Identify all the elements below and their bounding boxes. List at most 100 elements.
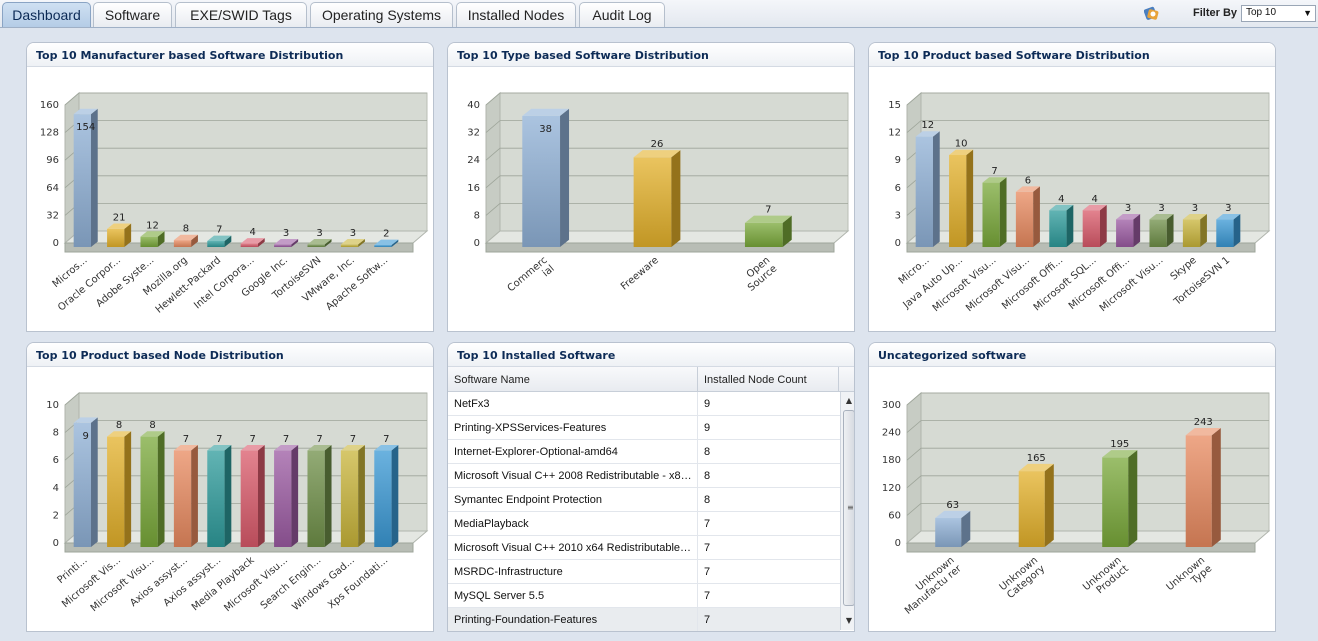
bar-top [1018, 463, 1054, 472]
cell-divider [697, 416, 698, 440]
x-tick-label: UnknownCategory [998, 555, 1048, 602]
table-row[interactable]: NetFx3 9 [448, 392, 840, 416]
tab-dashboard[interactable]: Dashboard [2, 2, 91, 27]
bar [744, 215, 792, 247]
bar-side [1133, 214, 1141, 247]
table-row[interactable]: Symantec Endpoint Protection 8 [448, 488, 840, 512]
bar-front [73, 114, 91, 247]
data-label: 38 [539, 124, 552, 135]
bar-top [374, 445, 399, 451]
bar-front [173, 450, 192, 547]
tab-software[interactable]: Software [93, 2, 172, 27]
bar-top [207, 445, 232, 451]
bar-side [671, 150, 681, 247]
bar-side [224, 445, 232, 547]
software-name-cell: Symantec Endpoint Protection [454, 494, 602, 506]
data-label: 165 [1027, 453, 1046, 464]
bar-top [173, 445, 198, 451]
bar-front [935, 518, 962, 547]
x-tick-label: Windows Gad... [290, 555, 356, 613]
installed-software-table: Software Name Installed Node Count NetFx… [448, 367, 854, 631]
table-row[interactable]: Internet-Explorer-Optional-amd64 8 [448, 440, 840, 464]
table-row[interactable]: MediaPlayback 7 [448, 512, 840, 536]
bar [240, 445, 265, 547]
bar-front [307, 244, 325, 247]
bar-top [240, 445, 265, 451]
table-row[interactable]: MySQL Server 5.5 7 [448, 584, 840, 608]
gridline [906, 420, 1269, 433]
gridline [64, 392, 427, 406]
column-header-installed-node-count[interactable]: Installed Node Count [704, 374, 807, 386]
gridline [64, 92, 427, 106]
bar [1018, 463, 1054, 547]
bar-top [1182, 214, 1207, 220]
bar-side [932, 131, 940, 247]
bar-top [173, 234, 198, 241]
cell-divider [697, 584, 698, 608]
bar-side [391, 239, 399, 247]
bar [207, 235, 232, 247]
bar-top [522, 108, 570, 116]
data-label: 3 [283, 228, 289, 239]
node-count-cell: 8 [704, 494, 711, 506]
data-label: 7 [283, 434, 289, 445]
data-label: 7 [216, 225, 222, 236]
tab-exe-swid-tags[interactable]: EXE/SWID Tags [175, 2, 307, 27]
bar-side [191, 445, 198, 547]
filter-settings-icon[interactable] [1144, 6, 1162, 22]
bar-front [107, 436, 125, 547]
y-tick-label: 9 [895, 155, 901, 166]
data-label: 3 [350, 228, 356, 239]
bar-top [1216, 214, 1241, 220]
y-tick-label: 6 [53, 455, 59, 466]
bar-top [340, 239, 365, 245]
tab-audit-log[interactable]: Audit Log [579, 2, 665, 27]
bar-top [73, 417, 98, 423]
vertical-scrollbar[interactable]: ▲ ≡ ▼ [840, 392, 854, 630]
software-name-cell: MySQL Server 5.5 [454, 590, 545, 602]
tab-installed-nodes[interactable]: Installed Nodes [456, 2, 576, 27]
table-row[interactable]: Microsoft Visual C++ 2008 Redistributabl… [448, 464, 840, 488]
bar-front [1182, 219, 1201, 247]
data-label: 10 [955, 139, 968, 150]
software-name-cell: MSRDC-Infrastructure [454, 566, 563, 578]
node-count-cell: 8 [704, 446, 711, 458]
table-row[interactable]: Printing-Foundation-Features 7 [448, 608, 840, 631]
bar-front [107, 228, 125, 247]
bar-front [949, 155, 967, 247]
column-header-software-name[interactable]: Software Name [454, 374, 530, 386]
table-row[interactable]: Microsoft Visual C++ 2010 x64 Redistribu… [448, 536, 840, 560]
cell-divider [697, 440, 698, 464]
bar-front [744, 222, 783, 247]
filter-select[interactable]: Top 10 ▼ [1241, 5, 1316, 22]
scroll-up-icon[interactable]: ▲ [845, 396, 853, 405]
bar-side [1033, 186, 1040, 247]
bar-side [358, 445, 365, 547]
bar [915, 131, 940, 247]
bar-side [157, 231, 165, 247]
data-label: 7 [183, 434, 189, 445]
bar [1082, 204, 1107, 247]
scroll-down-icon[interactable]: ▼ [845, 616, 853, 625]
column-divider[interactable] [838, 367, 839, 392]
y-tick-label: 8 [53, 428, 59, 439]
table-row[interactable]: MSRDC-Infrastructure 7 [448, 560, 840, 584]
bar-top [935, 510, 971, 519]
column-divider[interactable] [697, 367, 698, 392]
bar-front [633, 157, 672, 247]
bar-top [107, 431, 132, 437]
scrollbar-thumb[interactable]: ≡ [843, 410, 854, 606]
node-count-cell: 7 [704, 566, 711, 578]
table-body: NetFx3 9 Printing-XPSServices-Features 9 Int… [448, 392, 840, 631]
data-label: 8 [149, 420, 155, 431]
data-label: 3 [1225, 203, 1231, 214]
bar [107, 223, 132, 247]
software-name-cell: Printing-XPSServices-Features [454, 422, 607, 434]
table-row[interactable]: Printing-XPSServices-Features 9 [448, 416, 840, 440]
tab-operating-systems[interactable]: Operating Systems [310, 2, 453, 27]
x-tick-label: Commercial [506, 255, 557, 303]
y-tick-label: 15 [888, 100, 901, 111]
data-label: 7 [991, 166, 997, 177]
panel-title: Top 10 Installed Software [448, 343, 854, 367]
gridline [906, 502, 1269, 516]
